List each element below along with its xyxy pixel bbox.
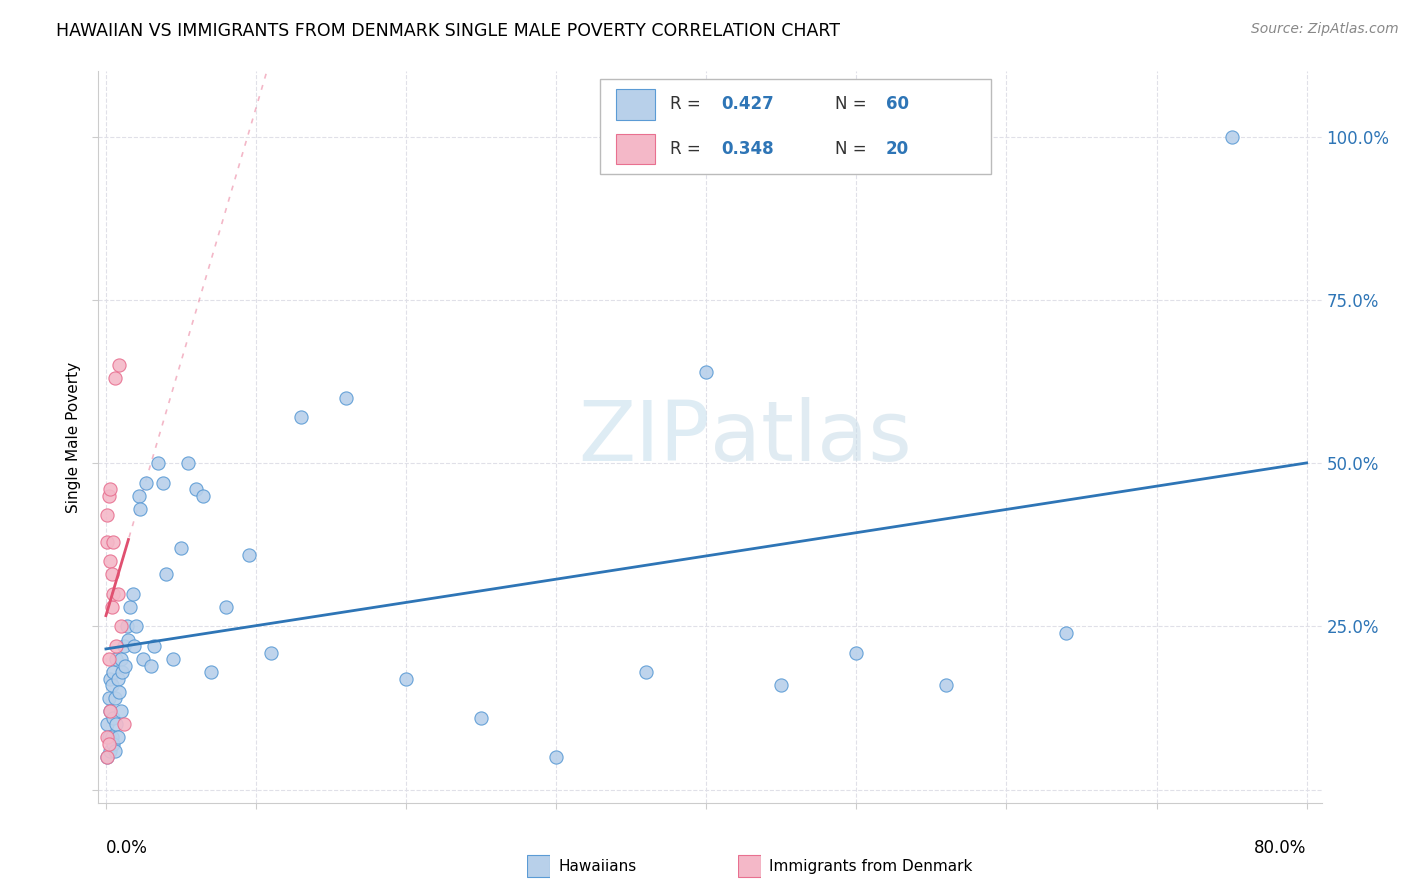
Point bbox=[110, 705, 132, 719]
Point bbox=[105, 717, 128, 731]
Point bbox=[100, 554, 122, 568]
Point bbox=[142, 639, 165, 653]
Point bbox=[935, 678, 957, 692]
Point bbox=[96, 731, 118, 745]
Point bbox=[108, 685, 131, 699]
Text: Hawaiians: Hawaiians bbox=[558, 859, 637, 873]
Point bbox=[395, 672, 418, 686]
Point bbox=[100, 705, 122, 719]
Point bbox=[97, 731, 120, 745]
Point bbox=[770, 678, 793, 692]
Point bbox=[104, 743, 127, 757]
Point bbox=[100, 672, 122, 686]
Point bbox=[103, 587, 125, 601]
Point bbox=[107, 731, 129, 745]
Point bbox=[155, 567, 177, 582]
Point bbox=[103, 737, 125, 751]
Point bbox=[152, 475, 174, 490]
Point bbox=[148, 456, 170, 470]
Text: 0.0%: 0.0% bbox=[105, 838, 148, 856]
Point bbox=[110, 619, 132, 633]
Point bbox=[260, 646, 283, 660]
Point bbox=[132, 652, 155, 666]
Point bbox=[104, 371, 127, 385]
Point bbox=[96, 750, 118, 764]
Point bbox=[96, 717, 118, 731]
FancyBboxPatch shape bbox=[738, 855, 761, 878]
Point bbox=[118, 599, 141, 614]
Point bbox=[100, 483, 122, 497]
Point bbox=[117, 632, 139, 647]
Point bbox=[108, 358, 131, 372]
Point bbox=[122, 587, 145, 601]
Point bbox=[215, 599, 238, 614]
Point bbox=[104, 691, 127, 706]
Text: Source: ZipAtlas.com: Source: ZipAtlas.com bbox=[1251, 22, 1399, 37]
Point bbox=[101, 731, 124, 745]
Point bbox=[135, 475, 157, 490]
Point bbox=[105, 639, 128, 653]
Point bbox=[96, 508, 118, 523]
Point bbox=[112, 717, 135, 731]
Point bbox=[103, 665, 125, 680]
Point bbox=[96, 534, 118, 549]
Point bbox=[470, 711, 492, 725]
Point bbox=[636, 665, 658, 680]
Point bbox=[1056, 626, 1078, 640]
Point bbox=[107, 672, 129, 686]
Point bbox=[128, 489, 150, 503]
Point bbox=[101, 567, 124, 582]
Point bbox=[177, 456, 200, 470]
Text: Immigrants from Denmark: Immigrants from Denmark bbox=[769, 859, 973, 873]
Point bbox=[1220, 129, 1243, 144]
Point bbox=[112, 639, 135, 653]
Point bbox=[290, 410, 312, 425]
Point bbox=[162, 652, 184, 666]
Point bbox=[101, 678, 124, 692]
Point bbox=[100, 743, 122, 757]
Point bbox=[97, 652, 120, 666]
Point bbox=[170, 541, 193, 555]
Point bbox=[97, 489, 120, 503]
Point bbox=[103, 711, 125, 725]
Point bbox=[125, 619, 148, 633]
Point bbox=[695, 365, 717, 379]
Point bbox=[184, 483, 207, 497]
Point bbox=[96, 750, 118, 764]
Point bbox=[111, 665, 134, 680]
Text: 80.0%: 80.0% bbox=[1254, 838, 1306, 856]
Point bbox=[124, 639, 146, 653]
Point bbox=[139, 658, 162, 673]
Point bbox=[97, 691, 120, 706]
Point bbox=[105, 652, 128, 666]
Point bbox=[97, 737, 120, 751]
Point bbox=[335, 391, 357, 405]
Point bbox=[845, 646, 868, 660]
Point bbox=[200, 665, 222, 680]
Point bbox=[110, 652, 132, 666]
Text: HAWAIIAN VS IMMIGRANTS FROM DENMARK SINGLE MALE POVERTY CORRELATION CHART: HAWAIIAN VS IMMIGRANTS FROM DENMARK SING… bbox=[56, 22, 841, 40]
Point bbox=[546, 750, 568, 764]
Point bbox=[107, 587, 129, 601]
Point bbox=[101, 599, 124, 614]
Point bbox=[238, 548, 260, 562]
Text: ZIP: ZIP bbox=[578, 397, 710, 477]
Point bbox=[100, 705, 122, 719]
Point bbox=[114, 658, 136, 673]
Y-axis label: Single Male Poverty: Single Male Poverty bbox=[66, 361, 82, 513]
Point bbox=[103, 534, 125, 549]
Point bbox=[129, 502, 152, 516]
Point bbox=[193, 489, 215, 503]
Point bbox=[115, 619, 138, 633]
Text: atlas: atlas bbox=[710, 397, 911, 477]
FancyBboxPatch shape bbox=[527, 855, 550, 878]
